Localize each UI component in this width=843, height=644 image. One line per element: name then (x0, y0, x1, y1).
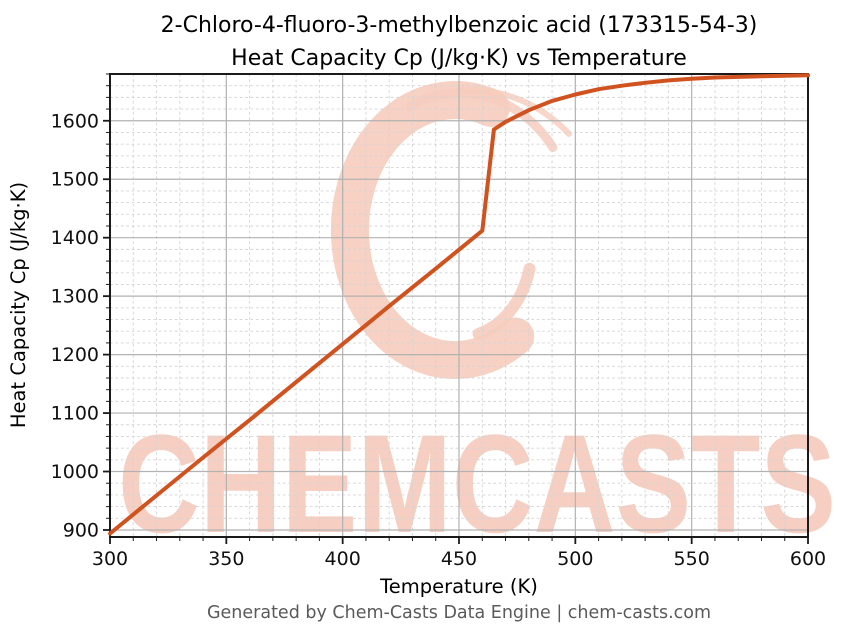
y-tick-label: 1200 (51, 344, 99, 366)
y-tick-label: 900 (63, 519, 99, 541)
y-tick-label: 1600 (51, 110, 99, 132)
y-tick-label: 1400 (51, 227, 99, 249)
x-tick-label: 350 (208, 548, 244, 570)
watermark-group: CHEMCASTS (118, 81, 836, 562)
x-tick-label: 450 (441, 548, 477, 570)
footer-attribution: Generated by Chem-Casts Data Engine | ch… (206, 603, 712, 623)
chart-title-line1: 2-Chloro-4-fluoro-3-methylbenzoic acid (… (160, 13, 758, 38)
heat-capacity-line (108, 73, 810, 536)
y-axis-label: Heat Capacity Cp (J/kg·K) (7, 182, 30, 428)
x-axis-label: Temperature (K) (379, 575, 538, 598)
y-tick-label: 1100 (51, 403, 99, 425)
watermark-logo-crescent-icon (472, 262, 536, 340)
axes-group: 300 350 400 450 500 550 600 900 1000 1100 1200 1300… (51, 73, 826, 570)
y-tick-label: 1000 (51, 461, 99, 483)
plot-border (109, 73, 809, 538)
y-tick-label: 1300 (51, 286, 99, 308)
x-tick-label: 300 (92, 548, 128, 570)
chart-title-line2: Heat Capacity Cp (J/kg·K) vs Temperature (231, 46, 687, 71)
x-tick-label: 550 (674, 548, 710, 570)
chart-title: 2-Chloro-4-fluoro-3-methylbenzoic acid (… (110, 9, 808, 75)
data-series-group (108, 73, 810, 536)
y-tick-label: 1500 (51, 169, 99, 191)
watermark-logo-c-icon (330, 81, 535, 379)
watermark-logo-accent-right-icon (454, 87, 572, 137)
gridlines-minor (110, 73, 808, 537)
x-tick-label: 400 (325, 548, 361, 570)
x-tick-label: 600 (790, 548, 826, 570)
x-tick-label: 500 (557, 548, 593, 570)
